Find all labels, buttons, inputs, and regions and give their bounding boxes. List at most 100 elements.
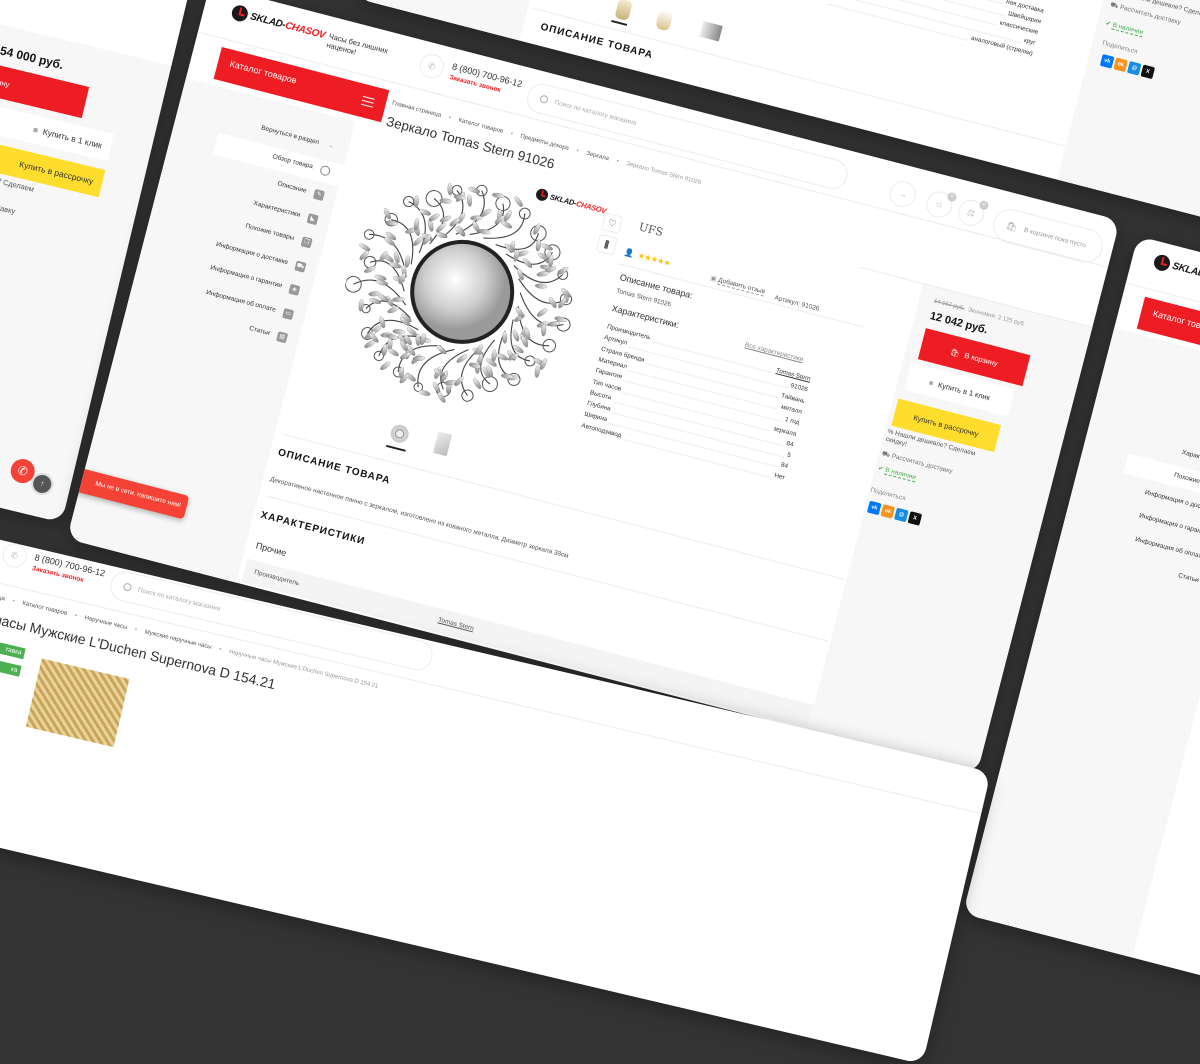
user-icon: 👤 xyxy=(623,247,636,259)
sidebar-item-label: Обзор товара xyxy=(271,153,314,171)
breadcrumb-separator: • xyxy=(575,148,580,155)
breadcrumb-separator: • xyxy=(615,158,620,165)
bag-icon: 🛍 xyxy=(949,346,961,358)
search-icon xyxy=(122,582,133,592)
breadcrumb-separator: • xyxy=(218,646,222,654)
characteristics-group: Прочие xyxy=(254,540,288,559)
sidebar-item-label: Статьи xyxy=(248,324,271,337)
breadcrumb-item[interactable]: Каталог товаров xyxy=(21,600,68,617)
compare-bars-icon: ⫼ xyxy=(603,238,611,250)
phone-icon: ✆ xyxy=(417,51,447,81)
site-logo[interactable]: SKLAD-CHASOV xyxy=(1152,253,1200,293)
search-icon xyxy=(319,164,332,177)
share-mail-icon[interactable]: @ xyxy=(1126,61,1142,76)
breadcrumb-separator: • xyxy=(74,612,78,620)
characteristics-heading: ХАРАКТЕРИСТИКИ xyxy=(259,509,367,548)
characteristics-row-name: Производитель xyxy=(253,568,301,588)
ruler-icon: ◣ xyxy=(306,212,319,225)
catalog-label: Каталог товаров xyxy=(1151,308,1200,336)
arrow-left-icon: ← xyxy=(327,142,336,151)
product-image[interactable] xyxy=(25,658,130,748)
breadcrumb-item: Зеркало Tomas Stern 91026 xyxy=(625,161,702,187)
brand-logo[interactable]: UFS xyxy=(637,220,665,240)
scales-icon: ⚖ xyxy=(966,206,977,219)
cart-button[interactable]: 🛍 В корзине пока пусто xyxy=(989,205,1107,267)
shield-icon: ◈ xyxy=(288,283,301,296)
left-installment-label: Купить в рассрочку xyxy=(18,158,95,187)
compare-count: 0 xyxy=(978,199,990,211)
menu-icon xyxy=(360,95,375,108)
product-badge: тавка xyxy=(0,634,26,660)
add-to-compare-button[interactable]: ⫼ xyxy=(595,233,618,256)
breadcrumb-separator: • xyxy=(11,598,16,605)
description-text: Декоративное настенное панно с зеркалом,… xyxy=(269,475,570,560)
spec-value: 84 xyxy=(778,461,789,471)
phone-icon: ✆ xyxy=(0,541,30,570)
edit-icon: ✎ xyxy=(312,188,325,202)
cart-label: В корзине пока пусто xyxy=(1023,226,1087,250)
thumbnail-active-indicator xyxy=(385,444,406,452)
arrow-up-icon: ↑ xyxy=(39,478,46,489)
spec-value: 5 xyxy=(784,451,792,460)
cart-icon: 🛍 xyxy=(1005,219,1019,233)
compare-button[interactable]: ⚖ 0 xyxy=(955,197,990,229)
article-icon: ▤ xyxy=(276,331,289,344)
breadcrumb-item[interactable]: Зеркала xyxy=(585,150,610,163)
thumbnail-1[interactable] xyxy=(388,422,411,445)
sidebar-item-label: Статьи xyxy=(1177,571,1200,585)
bag-icon: ■ xyxy=(928,377,935,388)
truck-icon: ⛟ xyxy=(294,260,307,273)
search-placeholder: Поиск по каталогу магазина xyxy=(553,98,638,127)
spec-value: 84 xyxy=(783,439,795,449)
star-icon: ☆ xyxy=(934,198,945,210)
card-icon: ▭ xyxy=(282,307,295,320)
left-one-click-label: Купить в 1 клик xyxy=(41,126,104,151)
thumbnail-active-indicator xyxy=(611,19,628,26)
lower-search-placeholder: Поиск по каталогу магазина xyxy=(137,586,221,613)
breadcrumb-item[interactable]: Каталог товаров xyxy=(457,117,504,135)
breadcrumb-item[interactable]: Наручные часы xyxy=(83,615,128,632)
share-vk-icon[interactable]: vk xyxy=(866,500,882,516)
clock-icon xyxy=(1152,253,1172,273)
site-logo[interactable]: SKLAD-CHASOV xyxy=(230,3,327,44)
main-page-card: SKLAD- CHASOV Часы без лишних наценок! ✆ … xyxy=(66,0,1121,775)
breadcrumb-item[interactable]: Главная страница xyxy=(0,585,6,603)
add-review-link[interactable]: ▣ Добавить отзыв xyxy=(710,274,766,297)
add-review-label: Добавить отзыв xyxy=(717,276,766,297)
rating-stars: ★★★★★ xyxy=(636,250,672,268)
search-icon xyxy=(539,94,549,105)
clock-icon xyxy=(230,3,250,24)
one-click-label: Купить в 1 клик xyxy=(937,379,992,402)
description-heading: ОПИСАНИЕ ТОВАРА xyxy=(276,447,392,487)
catalog-label: Каталог товаров xyxy=(228,58,298,86)
breadcrumb-separator: • xyxy=(447,115,452,122)
share-ok-icon[interactable]: ok xyxy=(880,504,896,519)
characteristics-row-value[interactable]: Tomas Stern xyxy=(437,616,475,633)
thumbnail-2[interactable] xyxy=(432,431,453,457)
favorites-count: 0 xyxy=(946,191,958,203)
left-add-to-cart-label: В корзину xyxy=(0,72,11,89)
go-button[interactable]: → xyxy=(886,178,919,210)
share-mail-icon[interactable]: @ xyxy=(894,507,909,523)
thumbnail-watch-box[interactable] xyxy=(699,20,723,42)
heart-icon: ♡ xyxy=(607,216,618,229)
thumbnail-watch-2[interactable] xyxy=(655,8,674,32)
top-description-heading: ОПИСАНИЕ ТОВАРА xyxy=(539,21,655,62)
left-delivery-link[interactable]: Рассчитать доставку xyxy=(0,190,17,216)
logo-text: SKLAD- xyxy=(249,10,287,31)
favorites-button[interactable]: ☆ 0 xyxy=(923,188,958,221)
logo-text: SKLAD- xyxy=(1171,260,1200,280)
logo-text-accent: CHASOV xyxy=(283,19,327,41)
copy-icon: ❐ xyxy=(300,236,313,249)
site-tagline: Часы без лишних наценок! xyxy=(325,31,390,57)
breadcrumb-separator: • xyxy=(509,131,514,138)
product-image[interactable] xyxy=(322,152,602,432)
add-to-favorites-button[interactable]: ♡ xyxy=(601,212,624,235)
share-ok-icon[interactable]: ok xyxy=(1113,57,1128,73)
share-vk-icon[interactable]: vk xyxy=(1099,54,1115,69)
clock-icon xyxy=(534,187,550,203)
thumbnail-watch-1[interactable] xyxy=(614,0,633,22)
sidebar-item-label: Описание xyxy=(276,180,308,195)
add-to-cart-label: В корзину xyxy=(963,350,999,368)
arrow-right-icon: → xyxy=(897,188,909,201)
